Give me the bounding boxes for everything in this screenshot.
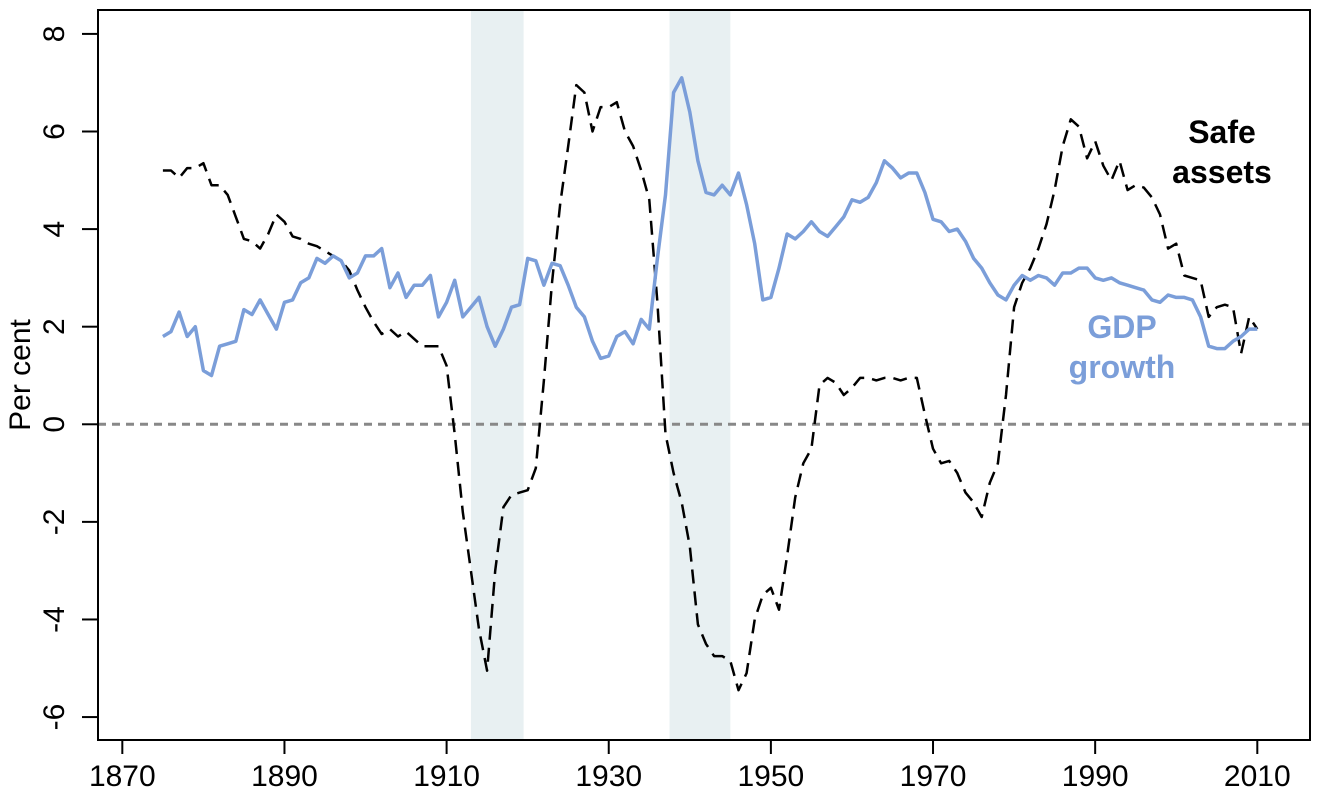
series-label: assets — [1172, 154, 1272, 190]
series-line — [161, 76, 1258, 378]
x-tick-label: 2010 — [1224, 760, 1291, 793]
x-tick-label: 1870 — [89, 760, 156, 793]
y-tick-label: 6 — [38, 123, 71, 140]
y-tick-label: -2 — [38, 509, 71, 536]
shaded-region — [669, 10, 731, 740]
x-tick-label: 1970 — [900, 760, 967, 793]
series-label: growth — [1069, 349, 1176, 385]
x-tick-label: 1990 — [1062, 760, 1129, 793]
series-label: Safe — [1188, 114, 1256, 150]
y-tick-label: -4 — [38, 606, 71, 633]
x-tick-label: 1930 — [575, 760, 642, 793]
y-axis-label: Per cent — [4, 318, 37, 430]
plot-frame — [97, 9, 1311, 741]
x-tick-label: 1890 — [251, 760, 318, 793]
x-tick-label: 1950 — [738, 760, 805, 793]
y-tick-label: 4 — [38, 221, 71, 238]
y-tick-label: 2 — [38, 318, 71, 335]
series-label: GDP — [1087, 309, 1156, 345]
y-tick-label: 8 — [38, 26, 71, 43]
x-tick-label: 1910 — [413, 760, 480, 793]
y-tick-label: -6 — [38, 704, 71, 731]
shaded-region — [470, 10, 524, 740]
y-tick-label: 0 — [38, 416, 71, 433]
